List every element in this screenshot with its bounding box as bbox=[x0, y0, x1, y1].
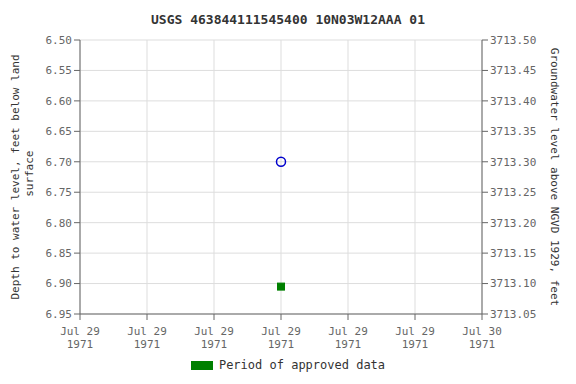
svg-text:3713.20: 3713.20 bbox=[490, 217, 536, 230]
svg-text:6.55: 6.55 bbox=[46, 64, 73, 77]
html-text:Groundwater level above NGVD 1: Groundwater level above NGVD 1929, feet bbox=[548, 47, 562, 307]
svg-text:6.65: 6.65 bbox=[46, 125, 73, 138]
svg-text:6.75: 6.75 bbox=[46, 186, 73, 199]
svg-text:6.90: 6.90 bbox=[46, 277, 73, 290]
svg-text:6.95: 6.95 bbox=[46, 308, 73, 321]
svg-text:3713.05: 3713.05 bbox=[490, 308, 536, 321]
svg-text:6.80: 6.80 bbox=[46, 217, 73, 230]
html-text:Depth to water level, feet bel: Depth to water level, feet below land su… bbox=[8, 54, 36, 300]
svg-text:3713.25: 3713.25 bbox=[490, 186, 536, 199]
html-text:Period of approved data: Period of approved data bbox=[218, 358, 386, 372]
svg-text:3713.45: 3713.45 bbox=[490, 64, 536, 77]
svg-text:Jul 301971: Jul 301971 bbox=[462, 325, 502, 351]
svg-text:Jul 291971: Jul 291971 bbox=[395, 325, 435, 351]
svg-text:Jul 291971: Jul 291971 bbox=[328, 325, 368, 351]
svg-text:6.85: 6.85 bbox=[46, 247, 73, 260]
svg-text:6.50: 6.50 bbox=[46, 34, 73, 47]
svg-text:3713.50: 3713.50 bbox=[490, 34, 536, 47]
svg-text:3713.30: 3713.30 bbox=[490, 156, 536, 169]
svg-text:3713.15: 3713.15 bbox=[490, 247, 536, 260]
svg-text:6.60: 6.60 bbox=[46, 95, 73, 108]
svg-text:Jul 291971: Jul 291971 bbox=[60, 325, 100, 351]
svg-text:3713.10: 3713.10 bbox=[490, 277, 536, 290]
svg-text:Jul 291971: Jul 291971 bbox=[127, 325, 167, 351]
svg-text:3713.35: 3713.35 bbox=[490, 125, 536, 138]
html-text:USGS 463844111545400 10N03W12A: USGS 463844111545400 10N03W12AAA 01 bbox=[151, 12, 425, 27]
svg-text:Jul 291971: Jul 291971 bbox=[261, 325, 301, 351]
svg-text:Jul 291971: Jul 291971 bbox=[194, 325, 234, 351]
svg-text:3713.40: 3713.40 bbox=[490, 95, 536, 108]
svg-text:6.70: 6.70 bbox=[46, 156, 73, 169]
